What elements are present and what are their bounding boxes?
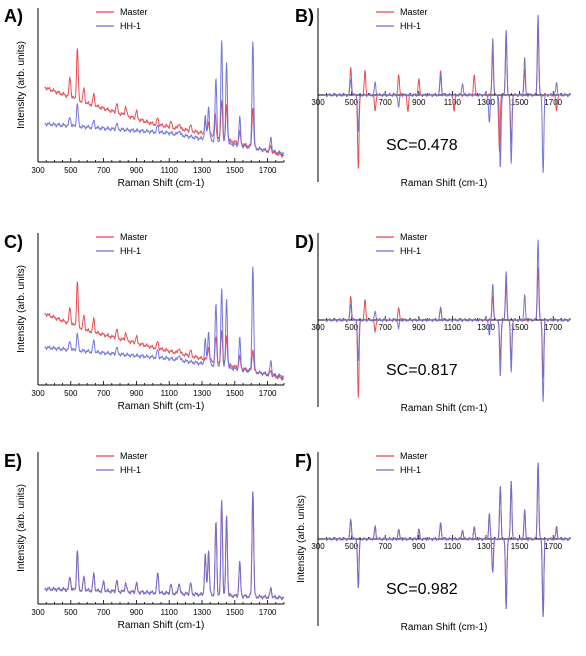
series-line-f-hh1	[324, 462, 571, 617]
annotation-d: SC=0.817	[386, 362, 458, 379]
series-line-c-master	[44, 281, 285, 381]
x-tick-label-c: 1300	[193, 389, 211, 398]
x-tick-label-d: 1300	[477, 323, 495, 332]
x-axis-label-d: Raman Shift (cm-1)	[401, 403, 488, 414]
series-line-a-hh1	[44, 40, 285, 156]
legend-label-a-1: HH-1	[120, 21, 141, 31]
panel-label-a: A)	[4, 6, 23, 26]
x-tick-label-c: 1500	[226, 389, 244, 398]
y-axis-label-e: Intensity (arb. units)	[16, 484, 27, 572]
x-axis-label-a: Raman Shift (cm-1)	[118, 178, 205, 189]
series-line-e-hh1	[44, 491, 285, 601]
x-tick-label-a: 1700	[259, 166, 277, 175]
x-tick-label-b: 900	[412, 98, 426, 107]
series-line-a-master	[44, 48, 285, 158]
x-tick-label-d: 1700	[544, 323, 562, 332]
x-tick-label-b: 700	[379, 98, 393, 107]
x-tick-label-a: 1100	[161, 166, 179, 175]
x-tick-label-a: 1300	[193, 166, 211, 175]
x-tick-label-c: 500	[64, 389, 78, 398]
x-tick-label-f: 900	[412, 542, 426, 551]
legend-label-b-1: HH-1	[400, 21, 421, 31]
y-axis-label-c: Intensity (arb. units)	[16, 265, 27, 353]
legend-label-c-1: HH-1	[120, 246, 141, 256]
panel-label-e: E)	[4, 451, 22, 471]
x-tick-label-e: 1100	[161, 608, 179, 617]
x-tick-label-c: 300	[31, 389, 45, 398]
x-tick-label-f: 1100	[444, 542, 462, 551]
legend-label-b-0: Master	[400, 7, 428, 17]
x-tick-label-e: 900	[130, 608, 144, 617]
x-tick-label-c: 700	[97, 389, 111, 398]
legend-label-f-1: HH-1	[400, 465, 421, 475]
x-tick-label-b: 1700	[544, 98, 562, 107]
series-line-e-master	[44, 491, 285, 601]
y-axis-label-a: Intensity (arb. units)	[16, 41, 27, 129]
legend-label-c-0: Master	[120, 232, 148, 242]
x-axis-label-b: Raman Shift (cm-1)	[401, 178, 488, 189]
x-tick-label-a: 700	[97, 166, 111, 175]
x-tick-label-a: 500	[64, 166, 78, 175]
x-tick-label-e: 300	[31, 608, 45, 617]
x-tick-label-d: 1100	[444, 323, 462, 332]
x-tick-label-b: 1100	[444, 98, 462, 107]
legend-label-a-0: Master	[120, 7, 148, 17]
x-tick-label-b: 1300	[477, 98, 495, 107]
x-tick-label-b: 300	[311, 98, 325, 107]
x-tick-label-a: 1500	[226, 166, 244, 175]
x-tick-label-b: 1500	[511, 98, 529, 107]
x-axis-label-e: Raman Shift (cm-1)	[118, 620, 205, 631]
x-tick-label-f: 500	[345, 542, 359, 551]
panel-label-c: C)	[4, 232, 23, 252]
x-tick-label-e: 500	[64, 608, 78, 617]
legend-label-e-1: HH-1	[120, 465, 141, 475]
x-tick-label-e: 700	[97, 608, 111, 617]
legend-label-d-1: HH-1	[400, 246, 421, 256]
x-tick-label-f: 1700	[544, 542, 562, 551]
x-tick-label-e: 1500	[226, 608, 244, 617]
x-tick-label-a: 900	[130, 166, 144, 175]
annotation-b: SC=0.478	[386, 137, 458, 154]
series-line-b-hh1	[324, 14, 571, 173]
x-tick-label-e: 1300	[193, 608, 211, 617]
x-tick-label-c: 1700	[259, 389, 277, 398]
x-tick-label-d: 300	[311, 323, 325, 332]
x-tick-label-f: 700	[379, 542, 393, 551]
series-line-c-hh1	[44, 266, 285, 379]
panel-label-f: F)	[295, 451, 312, 471]
y-axis-label-f: Intensity (arb. units)	[296, 495, 307, 583]
x-tick-label-b: 500	[345, 98, 359, 107]
x-axis-label-f: Raman Shift (cm-1)	[401, 622, 488, 633]
legend-label-f-0: Master	[400, 451, 428, 461]
legend-label-e-0: Master	[120, 451, 148, 461]
x-tick-label-d: 1500	[511, 323, 529, 332]
x-tick-label-e: 1700	[259, 608, 277, 617]
x-tick-label-c: 900	[130, 389, 144, 398]
x-tick-label-f: 300	[311, 542, 325, 551]
panel-label-b: B)	[295, 6, 314, 26]
x-tick-label-a: 300	[31, 166, 45, 175]
x-tick-label-f: 1500	[511, 542, 529, 551]
legend-label-d-0: Master	[400, 232, 428, 242]
annotation-f: SC=0.982	[386, 581, 458, 598]
series-line-d-hh1	[324, 239, 571, 403]
panel-label-d: D)	[295, 232, 314, 252]
x-tick-label-c: 1100	[161, 389, 179, 398]
x-tick-label-d: 500	[345, 323, 359, 332]
x-tick-label-f: 1300	[477, 542, 495, 551]
x-tick-label-d: 700	[379, 323, 393, 332]
x-tick-label-d: 900	[412, 323, 426, 332]
x-axis-label-c: Raman Shift (cm-1)	[118, 401, 205, 412]
